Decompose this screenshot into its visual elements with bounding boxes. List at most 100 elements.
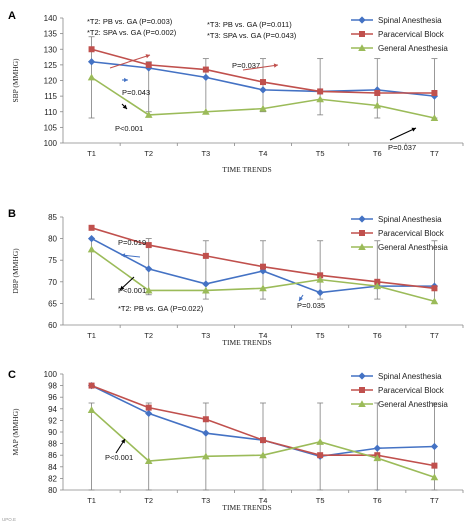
y-tick-label: 135 [44, 30, 58, 39]
annotation-arrow-head [124, 77, 128, 83]
x-tick-label: T5 [316, 149, 325, 158]
data-point [144, 111, 153, 118]
y-tick-label: 100 [44, 139, 58, 148]
x-tick-label: T2 [144, 149, 153, 158]
data-point [202, 252, 209, 259]
corner-text: UPO.E [2, 517, 16, 522]
x-tick-label: T7 [430, 149, 439, 158]
legend-label: General Anesthesia [378, 243, 448, 252]
data-point [431, 462, 438, 469]
legend-label: Paracervical Block [378, 30, 445, 39]
data-point [430, 92, 439, 100]
data-point [317, 452, 324, 459]
y-tick-label: 80 [48, 486, 57, 495]
annotation-arrow-head [145, 54, 150, 59]
y-tick-label: 110 [44, 108, 57, 117]
y-tick-label: 90 [48, 428, 57, 437]
data-point [374, 90, 381, 96]
annotation-arrow-head [120, 285, 125, 290]
data-point [87, 73, 96, 81]
x-tick-label: T7 [430, 331, 439, 340]
data-point [374, 278, 381, 285]
legend: Spinal Anesthesia Paracervical Block Gener… [351, 16, 448, 53]
x-tick-label: T5 [316, 331, 325, 340]
y-tick-label: 120 [44, 77, 58, 86]
data-point [430, 114, 439, 121]
legend-marker [359, 230, 365, 236]
y-tick-label: 65 [48, 299, 57, 308]
annotation-text: *T3: SPA vs. GA (P=0.043) [207, 31, 297, 40]
data-point [145, 242, 152, 249]
y-tick-label: 80 [48, 235, 57, 244]
y-tick-label: 60 [48, 321, 57, 330]
annotation-arrow-head [121, 439, 125, 444]
data-point [88, 46, 95, 53]
legend-label: Spinal Anesthesia [378, 215, 442, 224]
chart-panel-b: B 60 65 70 75 80 85 T1 T2 T3 T4 T5 T6 T7 TIME TRENDS DB… [8, 208, 464, 347]
x-tick-label: T1 [87, 149, 96, 158]
annotations: P=0.019 P<0.001 *T2: PB vs. GA (P=0.022) P=… [118, 238, 325, 313]
x-tick-label: T3 [201, 149, 210, 158]
data-point [259, 104, 267, 112]
annotation-text: P=0.037 [388, 143, 416, 152]
data-point [202, 416, 209, 423]
data-point [431, 90, 438, 96]
annotation-text: *T3: PB vs. GA (P=0.011) [207, 20, 292, 29]
data-point [202, 66, 209, 73]
y-tick-label: 92 [48, 416, 57, 425]
error-bars [88, 402, 438, 491]
x-tick-label: T1 [87, 496, 96, 505]
data-point [317, 272, 324, 279]
data-point [87, 245, 96, 253]
x-tick-label: T4 [259, 331, 268, 340]
annotation-text: P<0.001 [115, 124, 143, 133]
panel-label: C [8, 369, 16, 381]
legend-label: Spinal Anesthesia [378, 16, 442, 25]
legend-marker [358, 16, 366, 24]
x-axis-title: TIME TRENDS [222, 338, 271, 347]
annotations: P<0.001 [105, 438, 133, 462]
y-tick-label: 94 [48, 405, 57, 414]
y-tick-label: 115 [44, 92, 57, 101]
legend-label: Spinal Anesthesia [378, 372, 442, 381]
data-point [260, 263, 266, 270]
legend-marker [358, 215, 366, 223]
legend-marker [358, 400, 366, 407]
data-point [202, 452, 210, 460]
data-point [88, 382, 95, 389]
series-paracervical-block [88, 224, 438, 292]
annotation-text: P=0.043 [122, 88, 150, 97]
data-point [316, 275, 324, 283]
legend-label: General Anesthesia [378, 44, 448, 53]
data-point [202, 429, 210, 437]
annotation-arrow-head [122, 104, 127, 109]
annotation-arrow-line [242, 64, 279, 71]
x-tick-label: T1 [87, 331, 96, 340]
annotation-text: P=0.019 [118, 238, 146, 247]
legend-label: Paracervical Block [378, 229, 445, 238]
annotation-text: P<0.001 [118, 286, 146, 295]
data-point [87, 58, 96, 66]
data-point [430, 473, 439, 481]
annotation-arrow-head [411, 127, 416, 132]
data-point [316, 438, 324, 445]
data-point [87, 235, 96, 243]
data-point [144, 457, 153, 464]
x-tick-label: T3 [201, 496, 210, 505]
data-point [430, 297, 439, 305]
series-paracervical-block [88, 46, 438, 96]
annotations: *T2: PB vs. GA (P=0.003) *T2: SPA vs. GA … [87, 17, 417, 152]
annotation-text: P=0.035 [297, 301, 325, 310]
legend: Spinal Anesthesia Paracervical Block Gener… [351, 372, 448, 409]
annotation-arrow-head [299, 296, 303, 301]
y-tick-label: 130 [44, 45, 58, 54]
y-tick-label: 100 [44, 370, 58, 379]
data-point [317, 88, 324, 95]
data-point [430, 442, 439, 451]
y-axis-title: MAP (MMHG) [11, 408, 20, 456]
chart-panel-c: C 80 82 84 86 88 90 92 94 96 98 100 T1 T2 T3 T4 T5 T6 T7 TI… [8, 369, 464, 512]
x-tick-label: T2 [144, 496, 153, 505]
series-general-anesthesia [87, 245, 439, 305]
data-point [373, 101, 382, 109]
